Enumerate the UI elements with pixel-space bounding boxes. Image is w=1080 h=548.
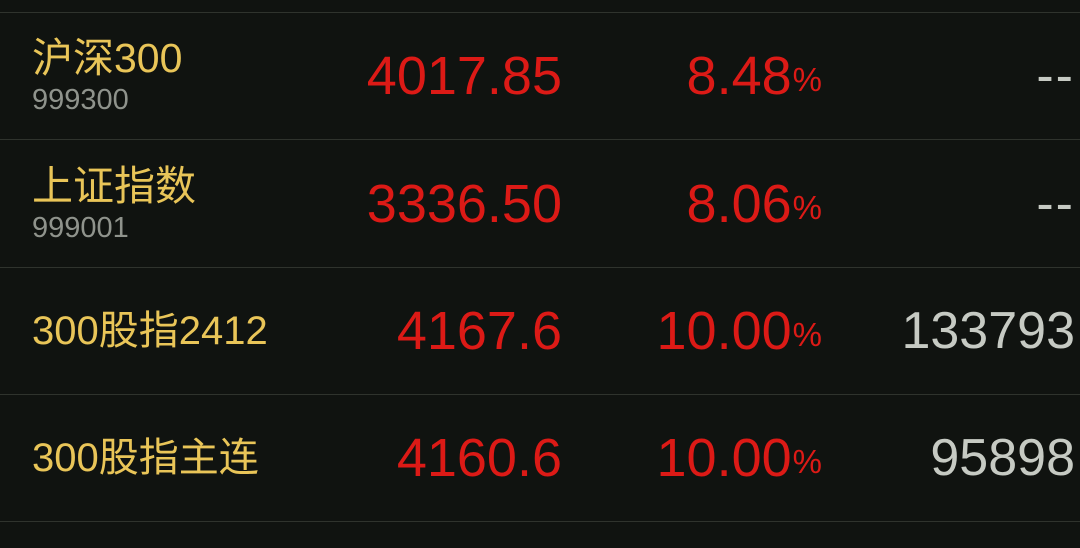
last-price-cell[interactable]: 4017.85 [240, 13, 562, 139]
board-top-divider [0, 12, 1080, 13]
last-price-value: 4017.85 [366, 46, 562, 106]
volume-value: -- [1036, 174, 1075, 233]
change-percent-cell[interactable]: 8.06% [600, 140, 822, 267]
percent-sign: % [792, 443, 822, 480]
quote-row-list: 沪深300 999300 4017.85 8.48% -- 上证指数 99900… [0, 13, 1080, 521]
table-row[interactable]: 300股指主连 4160.6 10.00% 95898 [0, 395, 1080, 521]
instrument-cell[interactable]: 300股指主连 [32, 395, 259, 521]
last-price-cell[interactable]: 3336.50 [240, 140, 562, 267]
last-price-value: 4167.6 [396, 301, 562, 361]
volume-cell[interactable]: -- [830, 13, 1075, 139]
last-price-cell[interactable]: 4160.6 [240, 395, 562, 521]
table-row[interactable]: 300股指2412 4167.6 10.00% 133793 [0, 268, 1080, 395]
percent-sign: % [792, 316, 822, 353]
board-bottom-divider [0, 521, 1080, 522]
change-percent-value: 10.00 [656, 301, 792, 361]
change-percent-cell[interactable]: 10.00% [600, 268, 822, 394]
change-percent-value: 8.06 [686, 173, 792, 234]
change-percent-value: 10.00 [656, 428, 792, 488]
table-row[interactable]: 上证指数 999001 3336.50 8.06% -- [0, 140, 1080, 268]
instrument-cell[interactable]: 沪深300 999300 [32, 13, 182, 139]
percent-sign: % [792, 188, 822, 226]
last-price-value: 4160.6 [396, 428, 562, 488]
change-percent-value: 8.48 [686, 46, 792, 106]
volume-cell[interactable]: 95898 [830, 395, 1075, 521]
last-price-cell[interactable]: 4167.6 [240, 268, 562, 394]
instrument-name: 300股指主连 [32, 436, 259, 480]
instrument-code: 999001 [32, 211, 129, 244]
instrument-name: 沪深300 [32, 35, 183, 81]
instrument-cell[interactable]: 300股指2412 [32, 268, 268, 394]
change-percent-cell[interactable]: 8.48% [600, 13, 822, 139]
volume-cell[interactable]: -- [830, 140, 1075, 267]
volume-value: -- [1036, 47, 1075, 105]
percent-sign: % [792, 61, 822, 98]
instrument-cell[interactable]: 上证指数 999001 [32, 140, 196, 267]
last-price-value: 3336.50 [366, 173, 562, 234]
instrument-name: 300股指2412 [32, 309, 268, 353]
instrument-name: 上证指数 [32, 162, 196, 209]
instrument-code: 999300 [32, 84, 129, 116]
change-percent-cell[interactable]: 10.00% [600, 395, 822, 521]
volume-cell[interactable]: 133793 [830, 268, 1075, 394]
volume-value: 95898 [930, 429, 1075, 487]
table-row[interactable]: 沪深300 999300 4017.85 8.48% -- [0, 13, 1080, 140]
volume-value: 133793 [901, 302, 1075, 360]
